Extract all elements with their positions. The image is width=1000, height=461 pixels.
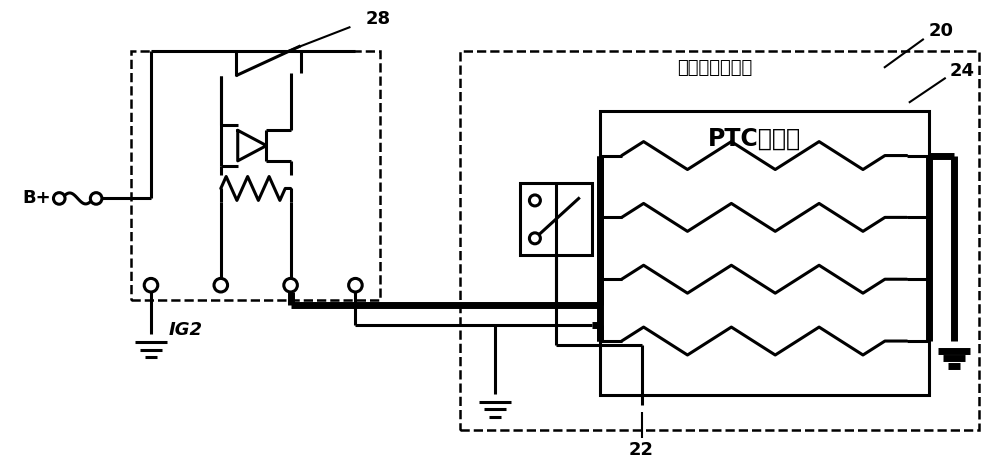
Circle shape bbox=[144, 278, 158, 292]
Circle shape bbox=[53, 193, 65, 204]
Circle shape bbox=[529, 195, 540, 206]
Circle shape bbox=[529, 233, 540, 244]
Text: 20: 20 bbox=[928, 22, 953, 40]
Bar bbox=[131, 51, 380, 300]
Bar bbox=[520, 183, 592, 255]
Text: PTC加燭器: PTC加燭器 bbox=[708, 127, 801, 151]
Text: 柴油燃料滤清器: 柴油燃料滤清器 bbox=[677, 59, 752, 77]
Circle shape bbox=[284, 278, 297, 292]
Bar bbox=[460, 51, 979, 430]
Text: 28: 28 bbox=[366, 10, 391, 28]
Text: B+: B+ bbox=[22, 189, 51, 207]
Text: 22: 22 bbox=[629, 441, 654, 459]
Circle shape bbox=[349, 278, 362, 292]
Circle shape bbox=[214, 278, 228, 292]
Text: 24: 24 bbox=[949, 62, 974, 80]
Text: IG2: IG2 bbox=[169, 321, 203, 339]
Circle shape bbox=[90, 193, 102, 204]
Bar bbox=[600, 111, 929, 395]
